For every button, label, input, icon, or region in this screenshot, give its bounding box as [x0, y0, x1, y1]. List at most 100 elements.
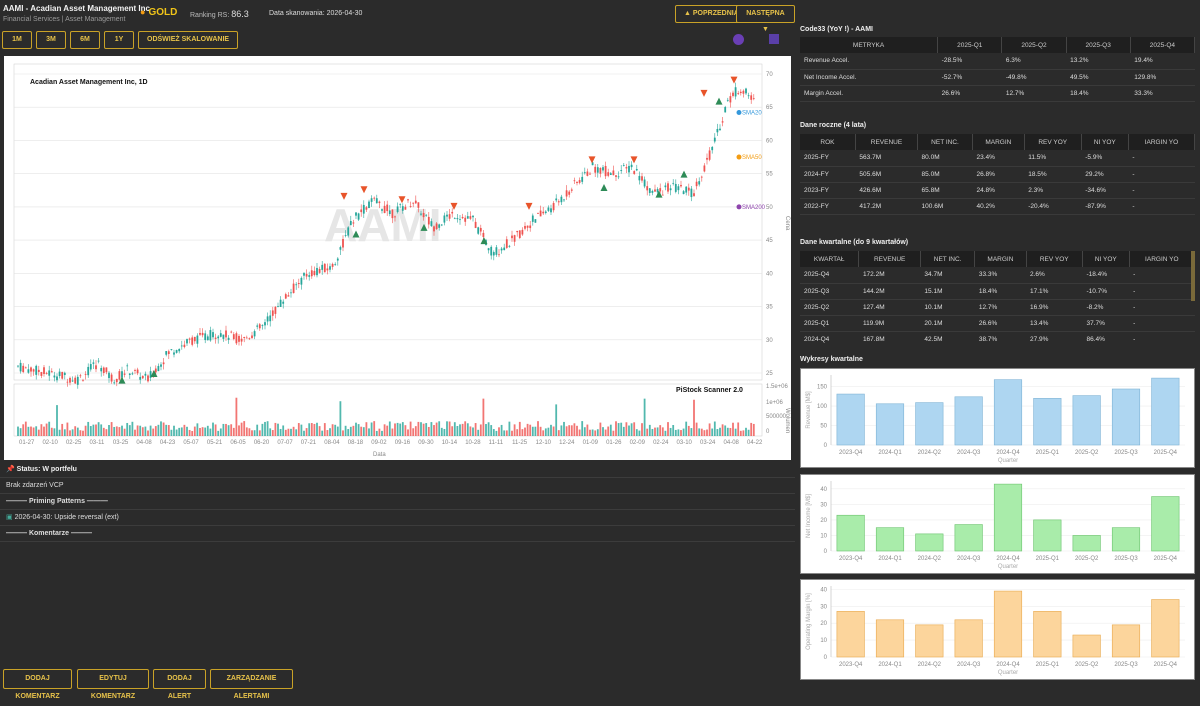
- candle-body: [370, 198, 373, 202]
- range-3m-button[interactable]: 3M: [36, 31, 66, 49]
- volume-bar: [383, 424, 386, 436]
- volume-bar: [204, 427, 207, 436]
- volume-bar: [729, 427, 732, 436]
- annual-row: 2024-FY 505.6M 85.0M 26.8% 18.5% 29.2% -: [800, 166, 1195, 183]
- candle-body: [123, 373, 126, 375]
- candle-body: [308, 275, 311, 277]
- candle-body: [56, 376, 58, 381]
- candle-body: [17, 365, 19, 367]
- candle-body: [19, 362, 22, 372]
- volume-bar: [339, 401, 342, 436]
- gold-badge: ● GOLD: [140, 7, 177, 18]
- buy-signal-marker: [680, 170, 688, 178]
- quarterly-cell: 172.2M: [858, 267, 921, 284]
- volume-bar: [625, 422, 628, 436]
- volume-bar: [110, 422, 113, 436]
- candle-body: [596, 167, 599, 173]
- volume-bar: [448, 421, 451, 436]
- volume-bar: [61, 423, 64, 436]
- refresh-scale-button[interactable]: ODŚWIEŻ SKALOWANIE: [138, 31, 239, 49]
- code33-title: Code33 (YoY !) - AAMI: [800, 26, 873, 33]
- candle-body: [245, 337, 248, 339]
- volume-bar: [620, 422, 623, 436]
- theme-toggle-icon[interactable]: [733, 34, 744, 45]
- mini-x-label: Quarter: [998, 564, 1018, 570]
- quarterly-cell: 2025-Q1: [800, 315, 859, 332]
- mini-y-tick: 20: [820, 621, 827, 627]
- volume-bar: [253, 430, 256, 436]
- candle-body: [609, 173, 612, 175]
- candle-body: [27, 369, 30, 373]
- sell-signal-marker: [630, 156, 638, 164]
- date-tick-label: 08-18: [348, 440, 364, 446]
- volume-bar: [19, 428, 22, 436]
- mini-bar: [875, 527, 905, 552]
- candle-body: [474, 221, 477, 228]
- volume-bar: [24, 421, 27, 436]
- candle-body: [620, 170, 623, 171]
- volume-bar: [336, 426, 339, 436]
- volume-bar: [27, 426, 30, 436]
- date-tick-label: 04-23: [160, 440, 176, 446]
- candle-body: [544, 211, 547, 214]
- candle-body: [240, 338, 243, 342]
- candle-body: [737, 93, 740, 95]
- candle-body: [695, 181, 698, 187]
- candle-body: [212, 332, 214, 338]
- annual-cell: 2025-FY: [800, 150, 856, 167]
- add-alert-button[interactable]: DODAJ ALERT: [153, 669, 206, 700]
- volume-bar: [323, 423, 326, 436]
- volume-bar: [628, 425, 630, 436]
- candle-body: [71, 380, 74, 382]
- volume-bar: [43, 426, 45, 436]
- annual-cell: -: [1128, 182, 1195, 199]
- settings-icon[interactable]: [769, 34, 779, 44]
- volume-bar: [526, 423, 529, 436]
- mini-bar: [1151, 496, 1180, 552]
- volume-bar: [342, 430, 344, 436]
- edit-comment-button[interactable]: EDYTUJ KOMENTARZ: [77, 669, 149, 700]
- date-tick-label: 10-14: [442, 440, 458, 446]
- candle-body: [131, 373, 134, 375]
- quarterly-scrollbar[interactable]: [1191, 251, 1195, 301]
- volume-bar: [316, 422, 318, 436]
- mini-bar: [836, 611, 865, 658]
- mini-x-tick: 2024-Q1: [878, 662, 902, 668]
- candle-body: [560, 196, 563, 203]
- mini-bar: [1072, 535, 1101, 552]
- quarterly-row: 2024-Q4 167.8M 42.5M 38.7% 27.9% 86.4% -: [800, 331, 1195, 347]
- mini-y-tick: 40: [820, 487, 827, 493]
- date-tick-label: 04-08: [724, 440, 740, 446]
- buy-signal-marker: [480, 237, 488, 245]
- price-tick-label: 50: [766, 205, 773, 211]
- mini-bar: [915, 402, 944, 446]
- candle-body: [638, 175, 641, 181]
- range-6m-button[interactable]: 6M: [70, 31, 100, 49]
- mini-x-tick: 2024-Q4: [996, 450, 1020, 456]
- volume-bar: [537, 421, 539, 436]
- quarterly-header-cell: KWARTAŁ: [800, 251, 860, 267]
- mini-bar: [954, 524, 983, 552]
- code33-cell: -52.7%: [937, 69, 1002, 86]
- next-button[interactable]: NASTĘPNA ▼: [736, 5, 795, 33]
- quarterly-table[interactable]: KWARTAŁ REVENUE NET INC. MARGIN REV YOY NI YO…: [800, 251, 1195, 347]
- quarterly-cell: 2025-Q3: [800, 283, 859, 300]
- range-1m-button[interactable]: 1M: [2, 31, 32, 49]
- annual-cell: -: [1128, 198, 1195, 215]
- add-comment-button[interactable]: DODAJ KOMENTARZ: [3, 669, 72, 700]
- manage-alerts-button[interactable]: ZARZĄDZANIE ALERTAMI: [210, 669, 293, 700]
- candle-body: [342, 239, 344, 248]
- annual-header-cell: NI YOY: [1081, 134, 1129, 150]
- candle-body: [165, 351, 168, 355]
- price-axis-label: Cena: [784, 216, 790, 231]
- candle-body: [729, 96, 732, 103]
- annual-row: 2025-FY 563.7M 80.0M 23.4% 11.5% -5.9% -: [800, 150, 1195, 167]
- volume-bar: [58, 429, 61, 436]
- annual-cell: 65.8M: [917, 182, 973, 199]
- annual-cell: -: [1128, 150, 1195, 167]
- code33-cell: 13.2%: [1066, 53, 1131, 70]
- volume-bar: [373, 421, 376, 436]
- code33-table: METRYKA 2025-Q1 2025-Q2 2025-Q3 2025-Q4 Reven…: [800, 37, 1196, 102]
- range-1y-button[interactable]: 1Y: [104, 31, 134, 49]
- volume-bar: [326, 430, 329, 436]
